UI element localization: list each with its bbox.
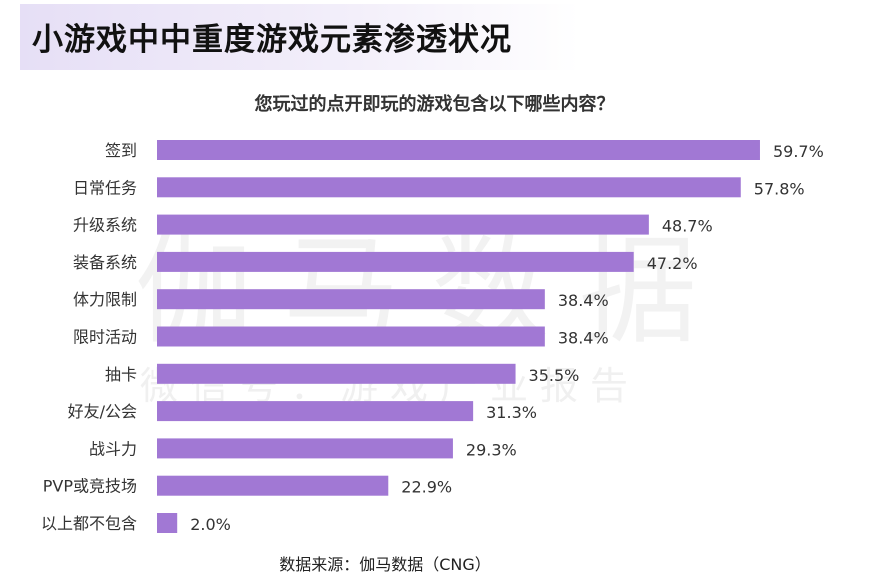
data-label: 31.3% [486, 403, 537, 422]
bar [157, 214, 649, 235]
page-title: 小游戏中中重度游戏元素渗透状况 [32, 22, 512, 58]
category-label: 限时活动 [73, 328, 137, 347]
bar [157, 475, 389, 496]
category-label: 以上都不包含 [41, 514, 137, 533]
category-label: 日常任务 [73, 178, 137, 197]
category-label: 升级系统 [73, 216, 137, 235]
bar [157, 513, 178, 533]
category-label: 抽卡 [105, 365, 137, 384]
category-label: 体力限制 [73, 290, 137, 309]
bar [157, 289, 545, 310]
data-label: 29.3% [466, 440, 517, 459]
bar [157, 363, 516, 384]
data-label: 2.0% [190, 515, 231, 534]
data-label: 22.9% [401, 478, 452, 497]
data-source: 数据来源：伽马数据（CNG） [279, 555, 491, 574]
bar [157, 251, 634, 272]
bar [157, 401, 474, 422]
category-label: 好友/公会 [68, 402, 137, 421]
bar [157, 177, 741, 198]
category-label: PVP或竞技场 [43, 477, 137, 496]
data-label: 35.5% [529, 366, 580, 385]
data-label: 59.7% [773, 142, 824, 161]
data-label: 38.4% [558, 291, 609, 310]
bar [157, 326, 545, 347]
bar [157, 438, 453, 459]
category-label: 签到 [105, 141, 137, 160]
chart-title: 您玩过的点开即玩的游戏包含以下哪些内容？ [254, 94, 615, 115]
data-label: 47.2% [647, 254, 698, 273]
data-label: 48.7% [662, 217, 713, 236]
category-label: 战斗力 [89, 439, 137, 458]
data-label: 38.4% [558, 329, 609, 348]
category-label: 装备系统 [73, 253, 137, 272]
data-label: 57.8% [754, 179, 805, 198]
title-band [20, 4, 580, 70]
bar [157, 140, 760, 160]
